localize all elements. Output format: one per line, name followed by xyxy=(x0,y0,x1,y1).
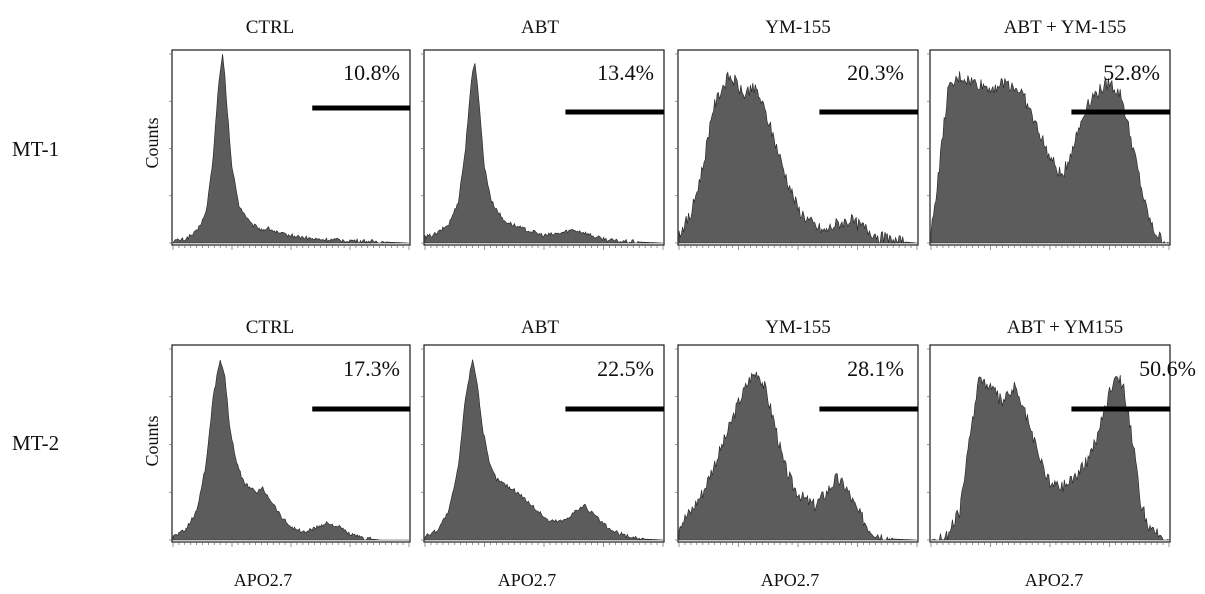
x-axis-label-ctrl: APO2.7 xyxy=(234,570,293,590)
panel-title-mt1-abt-ym155: ABT + YM-155 xyxy=(1004,17,1127,38)
gate-percent-mt1-abt-ym155: 52.8% xyxy=(1103,60,1160,85)
y-axis-label-mt1: Counts xyxy=(142,117,162,168)
gate-percent-mt1-abt: 13.4% xyxy=(597,60,654,85)
row-label-mt2: MT-2 xyxy=(12,431,59,455)
histogram-mt2-ctrl xyxy=(172,359,409,541)
gate-percent-mt1-ctrl: 10.8% xyxy=(343,60,400,85)
panel-title-mt2-ym155: YM-155 xyxy=(765,317,830,338)
x-axis-label-abt: APO2.7 xyxy=(498,570,557,590)
histogram-mt1-ym155 xyxy=(678,71,918,245)
gate-percent-mt2-abt: 22.5% xyxy=(597,356,654,381)
panel-title-mt2-abt: ABT xyxy=(521,317,559,338)
histogram-mt1-abt xyxy=(424,63,663,244)
panel-title-mt2-abt-ym155: ABT + YM155 xyxy=(1007,317,1123,338)
histogram-mt2-ym155 xyxy=(678,371,917,541)
histogram-mt1-ctrl xyxy=(172,53,409,244)
gate-percent-mt1-ym155: 20.3% xyxy=(847,60,904,85)
x-axis-label-ym155: APO2.7 xyxy=(761,570,820,590)
gate-percent-mt2-ym155: 28.1% xyxy=(847,356,904,381)
panels-layer xyxy=(169,49,1171,547)
gate-percent-mt2-ctrl: 17.3% xyxy=(343,356,400,381)
panel-title-mt1-ym155: YM-155 xyxy=(765,17,830,38)
histogram-mt2-abt-ym155 xyxy=(930,374,1170,541)
panel-title-mt1-ctrl: CTRL xyxy=(246,17,295,38)
y-axis-label-mt2: Counts xyxy=(142,415,162,466)
panel-title-mt2-ctrl: CTRL xyxy=(246,317,295,338)
gate-percent-mt2-abt-ym155: 50.6% xyxy=(1139,356,1196,381)
x-axis-label-abt-ym155: APO2.7 xyxy=(1025,570,1084,590)
histogram-mt2-abt xyxy=(424,359,664,541)
row-label-mt1: MT-1 xyxy=(12,137,59,161)
panel-title-mt1-abt: ABT xyxy=(521,17,559,38)
